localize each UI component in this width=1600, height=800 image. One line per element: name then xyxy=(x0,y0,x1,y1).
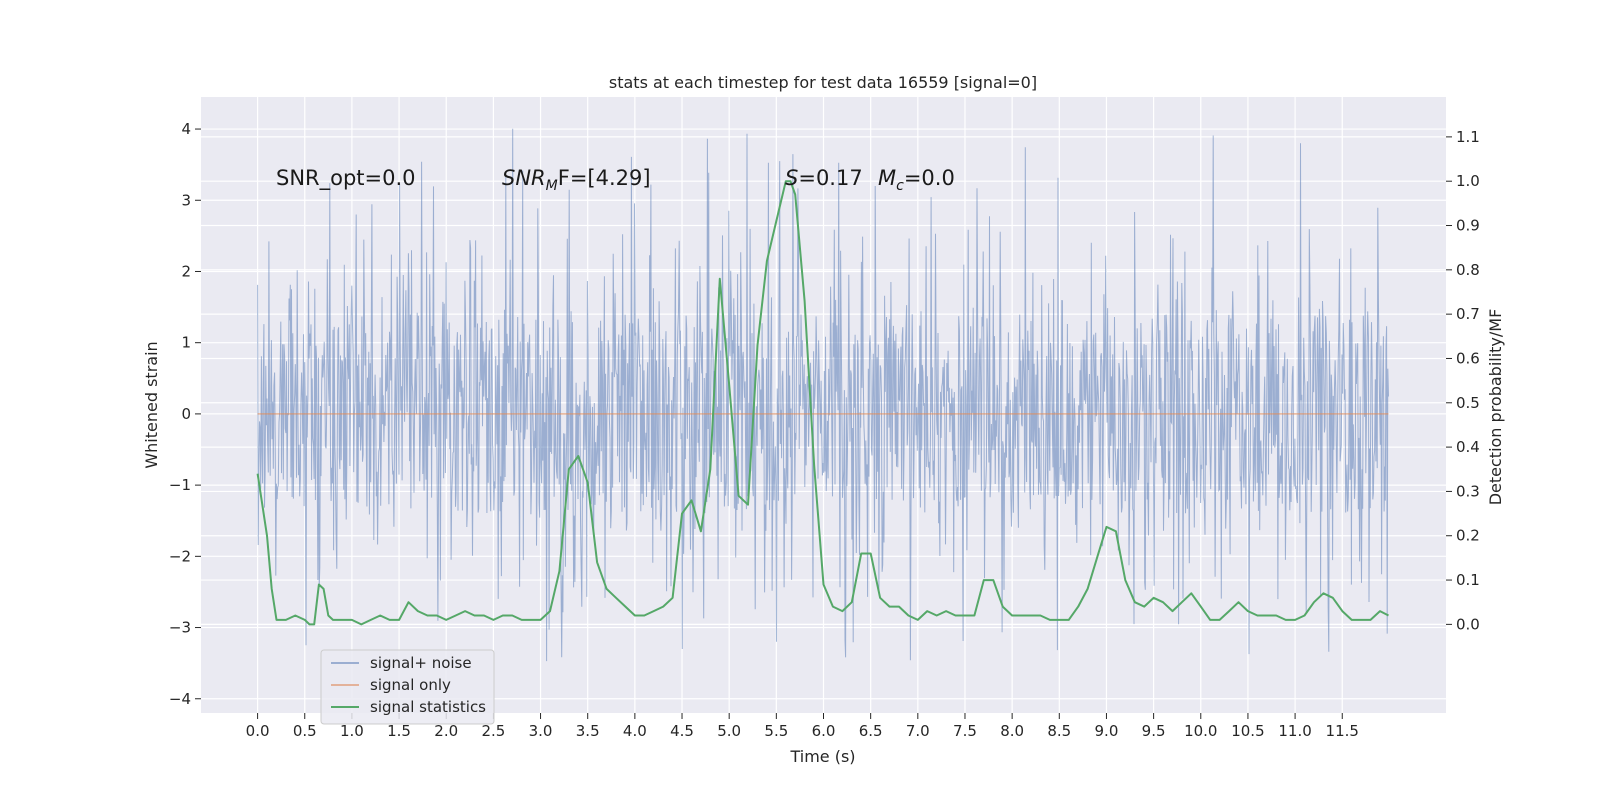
y-right-tick-label: 0.8 xyxy=(1456,261,1480,279)
y-right-tick-label: 0.0 xyxy=(1456,615,1480,633)
y-right-tick-label: 0.5 xyxy=(1456,394,1480,412)
annotation-snr-mf-main: SNR xyxy=(502,166,546,190)
y-right-tick-label: 0.4 xyxy=(1456,438,1480,456)
signal-statistics-line xyxy=(256,180,1389,626)
x-tick-label: 3.5 xyxy=(576,722,600,740)
x-tick-label: 8.5 xyxy=(1047,722,1071,740)
x-tick-label: 11.5 xyxy=(1326,722,1359,740)
x-tick-label: 9.0 xyxy=(1095,722,1119,740)
annotation-s-rest: =0.17 xyxy=(798,166,862,190)
x-tick-label: 11.0 xyxy=(1278,722,1311,740)
annotation-snr-mf-rest: F=[4.29] xyxy=(558,166,651,190)
x-tick-label: 5.5 xyxy=(764,722,788,740)
y-left-tick-label: 2 xyxy=(181,262,191,280)
x-tick-label: 8.0 xyxy=(1000,722,1024,740)
annotation-mc-rest: =0.0 xyxy=(904,166,955,190)
x-tick-label: 1.0 xyxy=(340,722,364,740)
x-tick-label: 1.5 xyxy=(387,722,411,740)
x-tick-label: 2.0 xyxy=(434,722,458,740)
y-left-tick-label: 4 xyxy=(181,120,191,138)
x-tick-label: 7.5 xyxy=(953,722,977,740)
annotation-mc: Mc=0.0 xyxy=(878,166,955,194)
y-left-tick-label: −1 xyxy=(169,476,191,494)
y-left-tick-label: −2 xyxy=(169,547,191,565)
series-signal-noise xyxy=(257,128,1389,662)
annotation-snr-mf: SNRMF=[4.29] xyxy=(502,166,651,194)
legend-box xyxy=(320,649,495,725)
y-right-tick-label: 0.2 xyxy=(1456,527,1480,545)
x-tick-label: 10.0 xyxy=(1184,722,1217,740)
x-tick-label: 4.5 xyxy=(670,722,694,740)
annotation-snr-opt: SNR_opt=0.0 xyxy=(276,166,416,191)
signal-noise-line xyxy=(257,128,1389,662)
y-left-tick-label: −4 xyxy=(169,690,191,708)
x-axis-label: Time (s) xyxy=(789,747,855,766)
y-right-tick-label: 0.3 xyxy=(1456,482,1480,500)
y-right-tick-label: 0.9 xyxy=(1456,217,1480,235)
annotation-mc-main: M xyxy=(878,166,896,190)
x-tick-label: 7.0 xyxy=(906,722,930,740)
x-tick-label: 0.5 xyxy=(293,722,317,740)
y-right-tick-label: 0.6 xyxy=(1456,349,1480,367)
x-tick-label: 6.5 xyxy=(859,722,883,740)
y-right-axis-ticks: 1.1 1.0 0.9 0.8 0.7 0.6 0.5 0.4 0.3 0.2 0.1 0.0 xyxy=(1446,128,1480,633)
legend-label-signal-only: signal only xyxy=(370,676,451,694)
y-left-axis-ticks: 4 3 2 1 0 −1 −2 −3 −4 xyxy=(169,120,201,708)
y-right-tick-label: 1.0 xyxy=(1456,172,1480,190)
annotation-snr-mf-sub: M xyxy=(546,178,558,194)
y-right-tick-label: 0.1 xyxy=(1456,571,1480,589)
y-left-axis-label: Whitened strain xyxy=(142,341,161,468)
chart-title: stats at each timestep for test data 165… xyxy=(609,73,1037,92)
legend-label-signal-noise: signal+ noise xyxy=(370,654,472,672)
annotation-s-main: S xyxy=(785,166,798,190)
x-tick-label: 6.0 xyxy=(812,722,836,740)
x-tick-label: 2.5 xyxy=(481,722,505,740)
x-axis-ticks: 0.0 0.5 1.0 1.5 2.0 2.5 3.0 3.5 4.0 4.5 5.0 5.5 6.0 6… xyxy=(246,713,1359,740)
x-tick-label: 9.5 xyxy=(1142,722,1166,740)
annotation-s: S=0.17 xyxy=(785,166,863,190)
series-signal-statistics xyxy=(256,180,1389,626)
legend-label-signal-statistics: signal statistics xyxy=(370,698,486,716)
y-left-tick-label: 0 xyxy=(181,405,191,423)
y-right-axis-label: Detection probability/MF xyxy=(1486,309,1505,506)
x-tick-label: 10.5 xyxy=(1231,722,1264,740)
x-tick-label: 3.0 xyxy=(529,722,553,740)
y-right-tick-label: 1.1 xyxy=(1456,128,1480,146)
legend: signal+ noise signal only signal statist… xyxy=(320,649,495,725)
y-left-tick-label: −3 xyxy=(169,619,191,637)
x-tick-label: 4.0 xyxy=(623,722,647,740)
annotation-mc-sub: c xyxy=(896,178,904,194)
x-tick-label: 5.0 xyxy=(717,722,741,740)
x-tick-label: 0.0 xyxy=(246,722,270,740)
y-right-tick-label: 0.7 xyxy=(1456,305,1480,323)
y-left-tick-label: 3 xyxy=(181,191,191,209)
y-left-tick-label: 1 xyxy=(181,334,191,352)
